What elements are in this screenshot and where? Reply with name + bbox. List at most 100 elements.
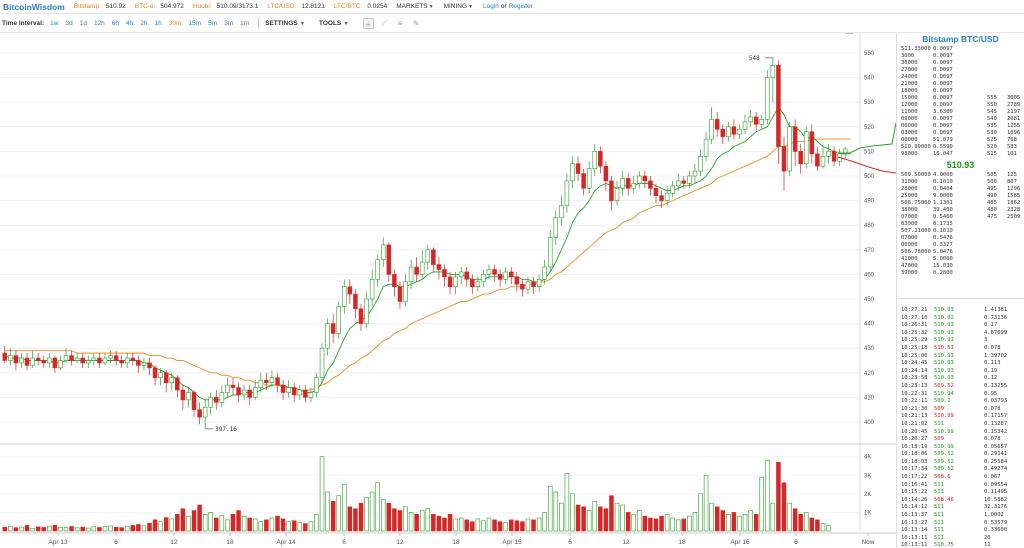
interval-5m[interactable]: 5m — [208, 20, 218, 27]
trade-time: 10:14:26 — [901, 496, 928, 503]
asks-row[interactable]: 27000 0.0097 — [897, 67, 1024, 74]
price-axis-label: 470 — [864, 248, 875, 254]
ticker-name[interactable]: LTC/BTC: — [333, 3, 363, 10]
candle-body — [798, 151, 803, 165]
register-link[interactable]: Register — [508, 3, 533, 10]
asks-row[interactable]: 93000 16.047 515 101 — [897, 151, 1024, 158]
horizontal-lines-icon[interactable]: ≡ — [397, 19, 403, 28]
asks-cell: 3000 — [901, 53, 915, 59]
interval-1h[interactable]: 1h — [154, 20, 162, 27]
asks-row[interactable]: 06000 0.0097 535 1255 — [897, 123, 1024, 130]
bids-row[interactable]: 07000 0.5460 475 2509 — [897, 214, 1024, 221]
asks-row[interactable]: 09000 0.0097 540 2081 — [897, 116, 1024, 123]
asks-cell: 0.0097 — [933, 53, 953, 59]
candle-body — [414, 266, 419, 275]
candle-body — [809, 131, 815, 155]
bids-row[interactable]: 03000 0.1735 — [897, 221, 1024, 228]
ticker-name[interactable]: Bitstamp: — [73, 3, 101, 10]
interval-4h[interactable]: 4h — [126, 20, 134, 27]
settings-menu[interactable]: SETTINGS ▼ — [265, 20, 305, 27]
order-book-title: Bitstamp BTC/USD — [922, 34, 999, 44]
asks-row[interactable]: 3000 0.0097 — [897, 53, 1024, 60]
bids-row[interactable]: 07000 0.5476 — [897, 235, 1024, 242]
bids-row[interactable]: 506.78000 5.0476 — [897, 249, 1024, 256]
candle-body — [598, 151, 603, 167]
markets-menu[interactable]: MARKETS▼ — [396, 3, 433, 10]
login-link[interactable]: Login — [483, 3, 499, 10]
trade-time: 10:13:14 — [901, 527, 928, 534]
bids-row[interactable]: 25000 9.0000 490 1585 — [897, 193, 1024, 200]
asks-row[interactable]: 30000 0.0097 — [897, 60, 1024, 67]
bids-row[interactable]: 47000 15.030 — [897, 263, 1024, 270]
volume-bar — [625, 512, 631, 532]
trade-time: 10:14:12 — [901, 504, 928, 511]
interval-15m[interactable]: 15m — [188, 20, 202, 27]
asks-row[interactable]: 21000 0.0097 — [897, 81, 1024, 88]
volume-bar — [670, 517, 675, 532]
bid-depth-line — [838, 122, 896, 154]
asks-cell: 2197 — [1007, 109, 1021, 115]
bids-row[interactable]: 28000 0.0404 495 1296 — [897, 186, 1024, 193]
bids-row[interactable]: 509.50000 4.0000 505 125 — [897, 172, 1024, 179]
ticker-name[interactable]: BTC-e: — [134, 3, 156, 10]
asks-cell: 2081 — [1007, 116, 1021, 122]
asks-row[interactable]: 03000 0.0097 530 1096 — [897, 130, 1024, 137]
interval-1d[interactable]: 1d — [79, 20, 87, 27]
asks-row[interactable]: 15000 0.0097 555 3005 — [897, 95, 1024, 102]
asks-cell: 00000 — [901, 137, 918, 143]
bids-cell: 0.3327 — [933, 242, 953, 248]
candle-body — [564, 180, 570, 206]
bids-row[interactable]: 39000 0.2800 — [897, 270, 1024, 277]
crosshair-icon[interactable]: + — [362, 18, 374, 29]
price-axis-label: 440 — [864, 322, 875, 328]
ticker-name[interactable]: Huobi: — [192, 3, 212, 10]
tools-menu[interactable]: TOOLS ▼ — [319, 20, 349, 27]
pencil-icon[interactable]: ✎ — [412, 19, 420, 28]
bids-row[interactable]: 508.75000 1.1301 485 1862 — [897, 200, 1024, 207]
candle-body — [692, 170, 698, 177]
bids-row[interactable]: 00000 0.3327 — [897, 242, 1024, 249]
asks-row[interactable]: 510.99000 0.5590 520 583 — [897, 144, 1024, 151]
asks-row[interactable]: 24000 0.0097 — [897, 74, 1024, 81]
price-axis-label: 540 — [864, 76, 875, 82]
interval-1w[interactable]: 1w — [50, 20, 59, 27]
candle-body — [714, 119, 720, 130]
trade-row: 10:18:19 510.99 0.05657 — [897, 444, 1024, 452]
bids-row[interactable]: 31000 0.1010 500 807 — [897, 179, 1024, 186]
bids-row[interactable]: 41000 5.0000 — [897, 256, 1024, 263]
interval-30m[interactable]: 30m — [168, 20, 182, 27]
interval-2h[interactable]: 2h — [140, 20, 148, 27]
asks-row[interactable]: 511.33000 0.0097 — [897, 46, 1024, 53]
asks-row[interactable]: 11000 3.6300 545 2197 — [897, 109, 1024, 116]
interval-3m[interactable]: 3m — [224, 20, 234, 27]
interval-12h[interactable]: 12h — [93, 20, 105, 27]
bids-cell: 500 — [987, 179, 997, 185]
price-chart[interactable]: 550 540 530 520 510 500 490 480 470 460 450 440 430 4… — [0, 33, 896, 548]
interval-3d[interactable]: 3d — [65, 20, 73, 27]
mining-menu[interactable]: MINING▼ — [444, 3, 473, 10]
trade-price: 510.93 — [934, 367, 954, 374]
asks-list: 511.33000 0.0097 3000 0.0097 30000 0.0097 2700… — [897, 46, 1024, 158]
interval-6h[interactable]: 6h — [111, 20, 120, 27]
line-draw-icon[interactable]: ⟋ — [381, 19, 387, 28]
site-logo[interactable]: BitcoinWisdom — [3, 1, 65, 12]
asks-cell: 545 — [987, 109, 997, 115]
volume-bar — [52, 524, 58, 532]
candle-body — [30, 357, 35, 366]
ticker-name[interactable]: LTC/USD: — [267, 3, 297, 10]
bids-cell: 39.400 — [933, 207, 953, 213]
trade-row: 10:21:02 511 0.13287 — [897, 421, 1024, 429]
bids-list: 509.50000 4.0000 505 125 31000 0.1010 500 807 28… — [897, 172, 1024, 277]
bids-row[interactable]: 507.11000 0.1010 — [897, 228, 1024, 235]
trade-amount: 1.39702 — [984, 352, 1008, 359]
asks-row[interactable]: 18000 0.0097 — [897, 88, 1024, 95]
interval-1m[interactable]: 1m — [240, 20, 250, 27]
trade-price: 510.99 — [934, 413, 954, 420]
volume-bar — [586, 510, 592, 532]
volume-bar — [258, 521, 264, 532]
trade-row: 10:13:37 511 1.0002 — [897, 512, 1024, 520]
volume-bar — [703, 474, 709, 532]
asks-row[interactable]: 12000 0.0097 550 2789 — [897, 102, 1024, 109]
bids-row[interactable]: 38000 39.400 480 2328 — [897, 207, 1024, 214]
asks-row[interactable]: 00000 51.079 525 768 — [897, 137, 1024, 144]
